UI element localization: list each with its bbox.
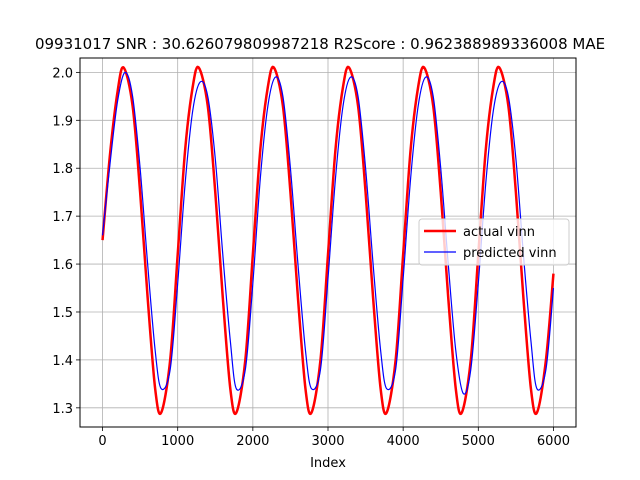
x-tick-label: 2000 bbox=[236, 434, 269, 449]
y-tick-label: 1.7 bbox=[52, 210, 73, 225]
legend-box bbox=[418, 218, 570, 266]
y-axis: 1.3 1.4 1.5 1.6 1.7 1.8 1.9 2.0 bbox=[52, 66, 80, 417]
x-axis: 0 1000 2000 3000 4000 5000 6000 bbox=[98, 427, 570, 449]
x-tick-label: 3000 bbox=[311, 434, 344, 449]
x-tick-label: 4000 bbox=[387, 434, 420, 449]
x-tick-label: 1000 bbox=[161, 434, 194, 449]
y-tick-label: 1.3 bbox=[52, 402, 73, 417]
y-tick-label: 1.4 bbox=[52, 354, 73, 369]
y-tick-label: 1.8 bbox=[52, 162, 73, 177]
x-tick-label: 0 bbox=[98, 434, 106, 449]
chart-title: 09931017 SNR : 30.626079809987218 R2Scor… bbox=[35, 35, 605, 53]
series-line-predicted-vinn bbox=[101, 71, 555, 395]
legend-label-actual: actual vinn bbox=[463, 225, 535, 240]
y-tick-label: 2.0 bbox=[52, 66, 73, 81]
legend[interactable]: actual vinn predicted vinn bbox=[418, 218, 570, 266]
x-tick-label: 6000 bbox=[537, 434, 570, 449]
y-tick-label: 1.6 bbox=[52, 258, 73, 273]
legend-label-predicted: predicted vinn bbox=[463, 246, 557, 261]
y-tick-label: 1.5 bbox=[52, 306, 73, 321]
x-tick-label: 5000 bbox=[462, 434, 495, 449]
x-axis-title: Index bbox=[310, 456, 346, 471]
y-tick-label: 1.9 bbox=[52, 114, 73, 129]
